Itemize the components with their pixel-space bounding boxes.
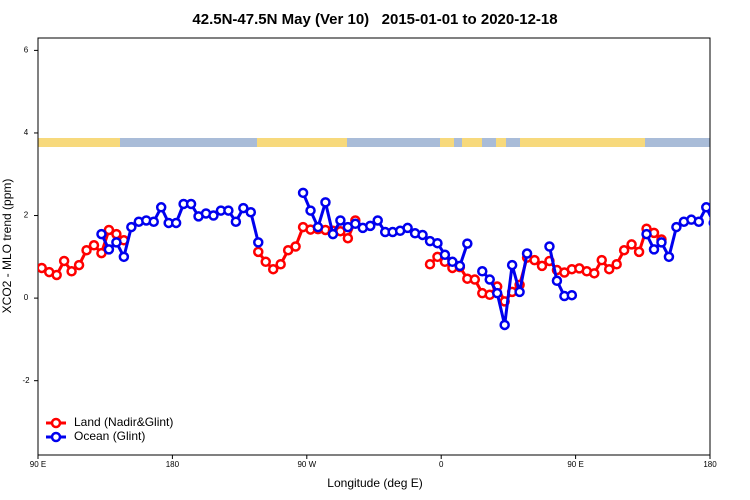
- data-point: [402, 222, 413, 234]
- data-point: [38, 262, 47, 274]
- data-point: [342, 232, 354, 244]
- legend-label: Ocean (Glint): [74, 429, 145, 443]
- data-point: [185, 198, 197, 210]
- data-point: [96, 228, 107, 240]
- data-point: [469, 274, 481, 285]
- data-point: [275, 259, 286, 270]
- data-point: [88, 240, 100, 251]
- land-ocean-strip: [38, 138, 710, 147]
- x-tick-label: 90 W: [297, 460, 316, 469]
- series-line: [100, 202, 260, 259]
- x-tick-label: 90 E: [30, 460, 46, 469]
- data-point: [671, 221, 682, 233]
- data-point: [350, 218, 361, 230]
- data-point: [51, 269, 62, 281]
- data-point: [253, 246, 264, 258]
- data-point: [111, 237, 122, 248]
- x-tick-label: 90 E: [567, 460, 583, 469]
- plot-frame: [37, 37, 711, 456]
- data-point: [327, 228, 339, 240]
- data-point: [148, 216, 159, 227]
- data-point: [290, 241, 301, 252]
- data-point: [626, 239, 637, 250]
- data-point: [103, 224, 115, 236]
- x-tick-label: 180: [166, 460, 180, 469]
- data-point: [208, 210, 219, 221]
- data-point: [693, 216, 705, 227]
- data-point: [267, 263, 279, 275]
- data-point: [633, 246, 645, 258]
- legend-label: Land (Nadir&Glint): [74, 415, 173, 429]
- data-point: [663, 251, 675, 263]
- data-point: [447, 256, 458, 268]
- data-point: [58, 255, 70, 267]
- data-point: [491, 287, 503, 299]
- data-point: [641, 228, 652, 240]
- chart-title: 42.5N-47.5N May (Ver 10) 2015-01-01 to 2…: [192, 11, 557, 28]
- data-point: [477, 266, 488, 277]
- data-point: [365, 220, 376, 232]
- data-point: [118, 251, 130, 263]
- data-point: [260, 256, 271, 268]
- data-point: [648, 244, 660, 255]
- data-point: [81, 244, 92, 256]
- data-point: [536, 260, 548, 272]
- data-point: [618, 244, 630, 256]
- y-tick-label: 2: [24, 211, 29, 220]
- y-tick-label: 6: [24, 45, 29, 54]
- data-point: [320, 197, 331, 208]
- data-point: [529, 254, 540, 266]
- data-point: [230, 216, 242, 227]
- data-point: [297, 187, 309, 199]
- data-point: [335, 215, 346, 226]
- data-point: [596, 254, 607, 266]
- data-point: [305, 205, 316, 216]
- data-point: [499, 319, 510, 331]
- y-tick-label: 0: [24, 293, 29, 302]
- legend-marker: [50, 417, 62, 429]
- data-point: [589, 268, 600, 279]
- legend-marker: [50, 431, 62, 443]
- data-point: [424, 259, 436, 270]
- data-point: [73, 259, 85, 271]
- data-point: [372, 215, 383, 226]
- x-axis-label: Longitude (deg E): [327, 476, 422, 490]
- data-point: [111, 228, 122, 240]
- data-point: [701, 202, 710, 213]
- data-point: [245, 206, 257, 218]
- x-tick-label: 180: [703, 460, 717, 469]
- data-point: [544, 241, 555, 252]
- data-point: [566, 289, 578, 301]
- data-point: [656, 237, 667, 248]
- data-point: [253, 237, 264, 248]
- data-point: [551, 275, 563, 287]
- data-point: [432, 237, 443, 249]
- data-point: [484, 274, 495, 285]
- data-point: [611, 259, 622, 270]
- y-axis-label: XCO2 - MLO trend (ppm): [0, 179, 14, 314]
- data-point: [223, 205, 234, 216]
- data-point: [521, 248, 533, 259]
- data-point: [439, 249, 451, 261]
- data-point: [506, 259, 518, 271]
- y-tick-label: -2: [22, 376, 30, 385]
- data-point: [66, 266, 77, 277]
- data-point: [126, 221, 137, 233]
- data-point: [103, 244, 115, 255]
- data-point: [417, 229, 428, 241]
- y-tick-label: 4: [24, 128, 29, 137]
- data-point: [603, 263, 615, 275]
- data-point: [514, 286, 525, 298]
- data-point: [454, 260, 466, 272]
- plot-area: [38, 187, 710, 331]
- data-point: [170, 217, 182, 229]
- data-point: [462, 238, 473, 249]
- data-point: [708, 219, 710, 227]
- data-point: [155, 202, 167, 213]
- data-point: [312, 221, 324, 233]
- data-point: [238, 202, 249, 214]
- x-tick-label: 0: [439, 460, 444, 469]
